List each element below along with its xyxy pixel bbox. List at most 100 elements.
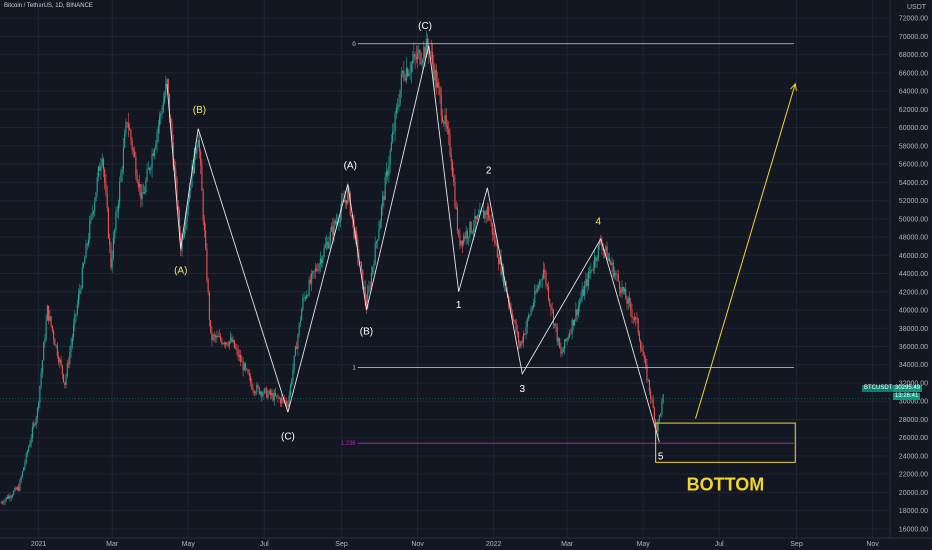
- symbol-title[interactable]: Bitcoin / TetherUS, 1D, BINANCE: [4, 3, 93, 9]
- candle-body: [106, 192, 108, 209]
- wave-label: 4: [596, 216, 602, 227]
- candle-body: [142, 192, 144, 194]
- candle-body: [590, 269, 592, 274]
- candle-body: [319, 258, 321, 265]
- candle-body: [38, 402, 40, 409]
- candle-body: [312, 271, 314, 274]
- candle-body: [181, 236, 183, 252]
- candle-body: [326, 242, 328, 245]
- candle-body: [342, 200, 344, 202]
- candle-body: [236, 348, 238, 350]
- candle-body: [0, 502, 2, 504]
- candle-body: [77, 294, 80, 305]
- candle-body: [112, 237, 114, 259]
- candle-body: [129, 128, 131, 131]
- candle-body: [440, 95, 442, 117]
- candle-body: [58, 356, 60, 363]
- candle-body: [522, 334, 525, 343]
- wave-label: 5: [658, 452, 664, 463]
- candle-body: [262, 393, 264, 397]
- candle-body: [289, 384, 291, 396]
- candle-body: [79, 290, 81, 295]
- candle-body: [461, 240, 464, 245]
- candle-body: [390, 142, 392, 151]
- candle-body: [249, 375, 252, 383]
- candle-body: [60, 359, 62, 366]
- candle-body: [213, 334, 215, 336]
- candle-body: [132, 149, 134, 152]
- x-tick-label: Mar: [106, 541, 119, 548]
- candle-body: [646, 364, 648, 381]
- candle-body: [15, 487, 17, 490]
- candle-body: [91, 213, 93, 215]
- candle-body: [200, 151, 202, 166]
- candle-body: [155, 143, 157, 149]
- candle-body: [246, 368, 248, 370]
- candle-body: [63, 374, 65, 383]
- candle-body: [616, 274, 618, 275]
- candle-body: [226, 342, 228, 345]
- candle-body: [582, 289, 584, 296]
- candle-body: [131, 139, 133, 150]
- candle-body: [87, 239, 90, 245]
- y-tick-label: 62000.00: [899, 107, 928, 114]
- candle-body: [267, 393, 269, 398]
- price-tag-value: 30295.49: [893, 385, 923, 392]
- candle-body: [647, 380, 649, 381]
- candle-body: [324, 244, 326, 248]
- candle-body: [382, 196, 384, 207]
- candle-body: [414, 54, 416, 57]
- candle-body: [223, 343, 225, 345]
- y-tick-label: 56000.00: [899, 162, 928, 169]
- price-tag-symbol: BTCUSDT: [862, 385, 895, 392]
- candle-body: [435, 69, 437, 88]
- fib-level-label: 1: [352, 365, 356, 371]
- candle-body: [373, 264, 375, 268]
- candle-body: [314, 268, 316, 272]
- candle-body: [251, 382, 253, 389]
- candle-body: [532, 303, 535, 308]
- y-tick-label: 50000.00: [899, 216, 928, 223]
- candle-body: [217, 335, 219, 337]
- candle-body: [575, 309, 577, 320]
- y-tick-label: 32000.00: [899, 380, 928, 387]
- candle-body: [195, 147, 197, 154]
- candle-body: [630, 301, 632, 311]
- candle-body: [71, 337, 73, 345]
- candle-body: [328, 241, 330, 249]
- candle-body: [14, 487, 16, 491]
- candle-body: [82, 263, 85, 268]
- candle-body: [577, 306, 579, 316]
- candle-body: [596, 259, 598, 262]
- candle-body: [134, 151, 136, 157]
- candle-body: [258, 387, 260, 395]
- candle-body: [363, 286, 365, 289]
- candle-body: [488, 206, 490, 219]
- candle-body: [409, 71, 411, 74]
- candle-body: [343, 200, 345, 203]
- candle-body: [460, 240, 462, 246]
- candle-body: [419, 50, 421, 64]
- candle-body: [150, 167, 152, 171]
- candle-body: [149, 168, 151, 171]
- candle-body: [394, 113, 396, 132]
- candle-body: [626, 299, 628, 305]
- candle-body: [311, 273, 313, 284]
- y-tick-labels: 16000.00 18000.00 20000.00 22000.00 24000.00…: [899, 16, 928, 534]
- candle-body: [483, 210, 485, 219]
- candle-body: [167, 79, 169, 94]
- y-tick-label: 40000.00: [899, 308, 928, 315]
- candle-body: [110, 244, 112, 268]
- candle-body: [273, 392, 275, 401]
- candle-body: [519, 342, 521, 347]
- candle-body: [309, 279, 311, 284]
- candle-body: [589, 272, 591, 274]
- candle-body: [509, 302, 511, 306]
- candle-body: [405, 68, 407, 81]
- candle-body: [418, 50, 420, 53]
- candle-body: [469, 221, 471, 238]
- candle-body: [516, 331, 518, 333]
- candle-body: [140, 184, 142, 200]
- candle-body: [530, 309, 532, 315]
